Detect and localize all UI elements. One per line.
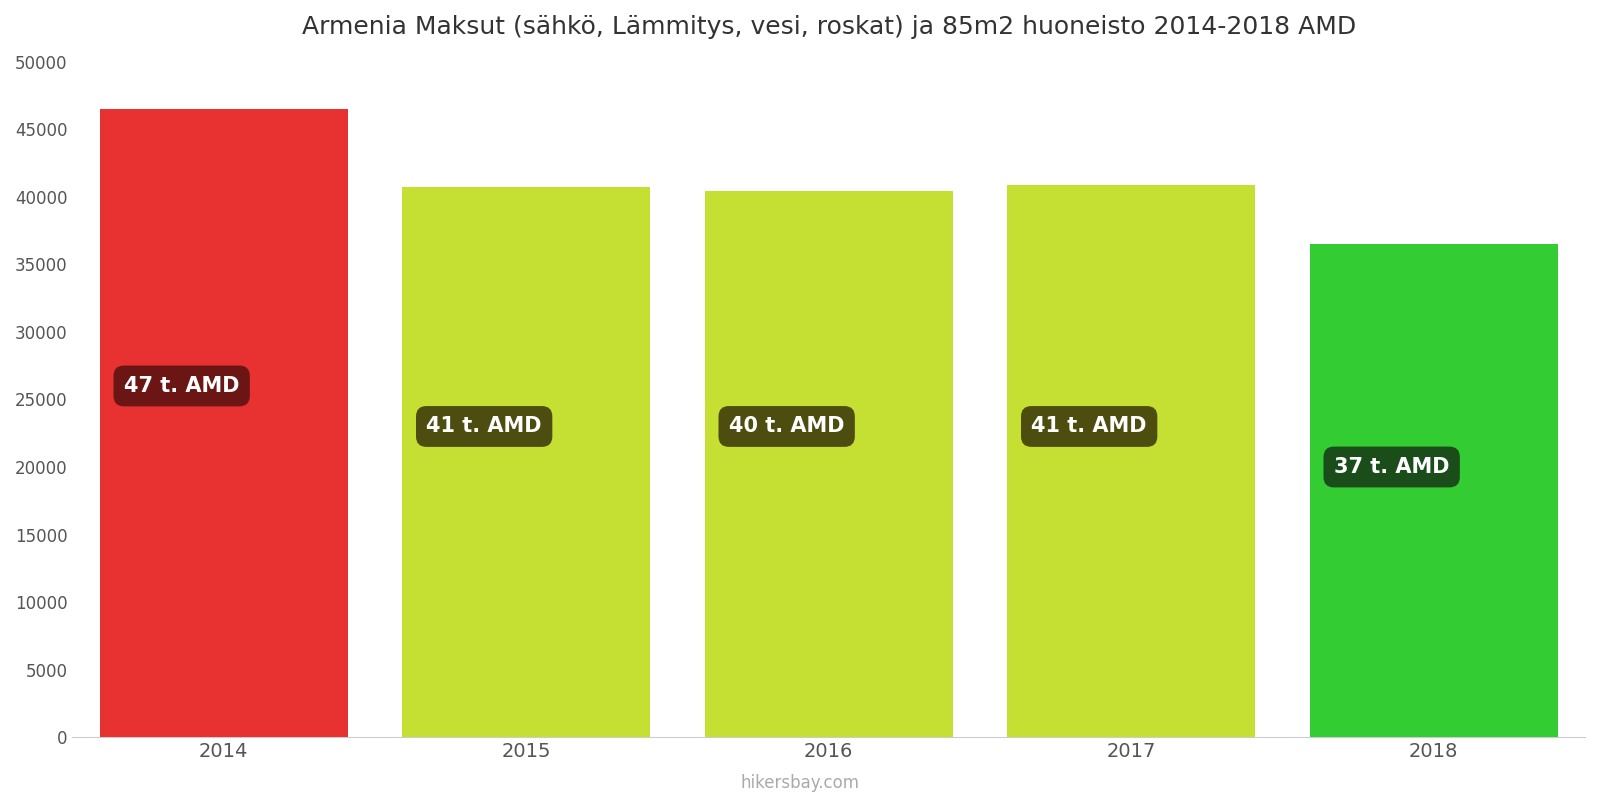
- Text: 47 t. AMD: 47 t. AMD: [123, 376, 240, 396]
- Bar: [1310, 244, 1558, 737]
- Text: 41 t. AMD: 41 t. AMD: [1032, 417, 1147, 437]
- Text: 40 t. AMD: 40 t. AMD: [730, 417, 845, 437]
- Bar: [99, 109, 347, 737]
- Text: hikersbay.com: hikersbay.com: [741, 774, 859, 792]
- Bar: [402, 187, 650, 737]
- Text: 41 t. AMD: 41 t. AMD: [427, 417, 542, 437]
- Bar: [1008, 185, 1256, 737]
- Title: Armenia Maksut (sähkö, Lämmitys, vesi, roskat) ja 85m2 huoneisto 2014-2018 AMD: Armenia Maksut (sähkö, Lämmitys, vesi, r…: [302, 15, 1355, 39]
- Bar: [704, 191, 952, 737]
- Text: 37 t. AMD: 37 t. AMD: [1334, 457, 1450, 477]
